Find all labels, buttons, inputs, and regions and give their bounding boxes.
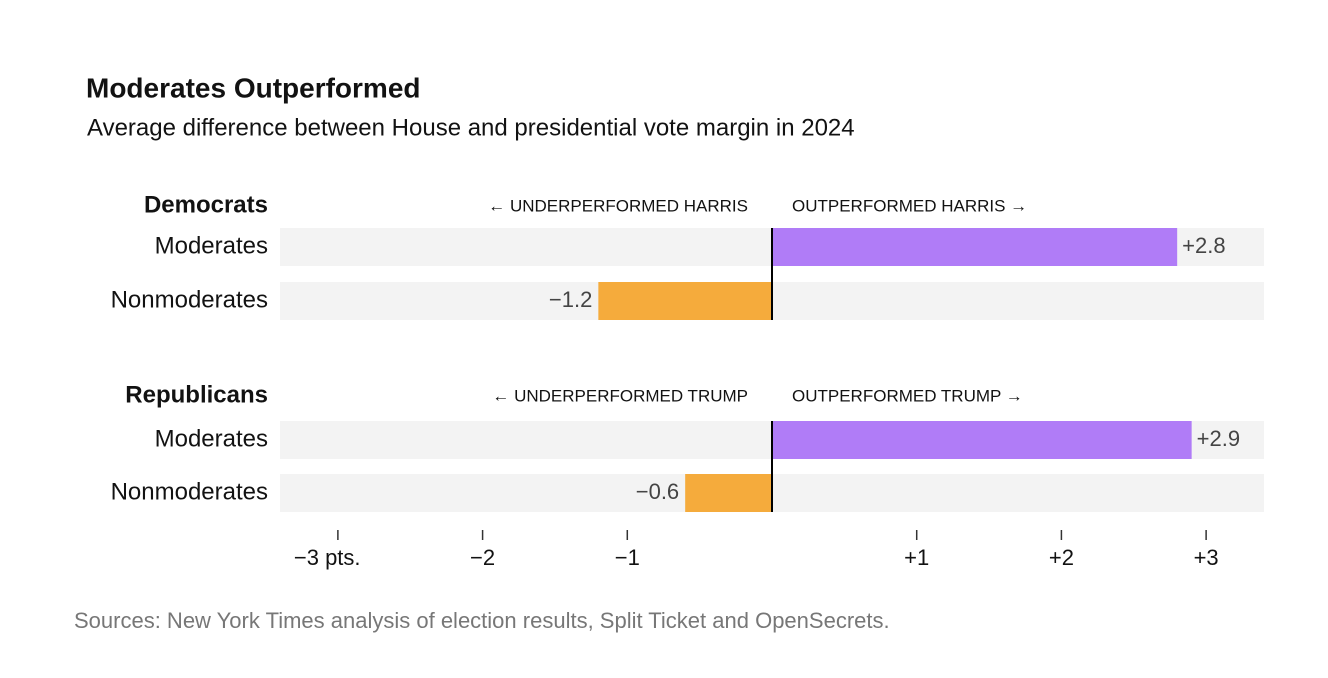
bar xyxy=(772,228,1178,266)
bar xyxy=(685,474,772,512)
group-label: Republicans xyxy=(125,381,268,408)
source-note: Sources: New York Times analysis of elec… xyxy=(74,608,890,633)
category-label: Moderates xyxy=(155,232,268,259)
annotation: OUTPERFORMED HARRIS → xyxy=(792,196,1027,215)
annotation: ← UNDERPERFORMED HARRIS xyxy=(488,196,748,215)
x-tick-label: −3 pts. xyxy=(294,545,361,570)
x-tick-label: +3 xyxy=(1194,545,1219,570)
bar xyxy=(598,282,772,320)
category-label: Nonmoderates xyxy=(111,286,268,313)
category-label: Moderates xyxy=(155,425,268,452)
group-label: Democrats xyxy=(144,191,268,218)
annotation: ← UNDERPERFORMED TRUMP xyxy=(492,386,748,405)
chart-title: Moderates Outperformed xyxy=(86,72,421,103)
chart-subtitle: Average difference between House and pre… xyxy=(87,114,855,141)
x-tick-label: +1 xyxy=(904,545,929,570)
value-label: +2.8 xyxy=(1182,233,1225,258)
annotation: OUTPERFORMED TRUMP → xyxy=(792,386,1023,405)
value-label: −1.2 xyxy=(549,287,592,312)
value-label: +2.9 xyxy=(1197,426,1240,451)
x-tick-label: −1 xyxy=(615,545,640,570)
category-label: Nonmoderates xyxy=(111,478,268,505)
x-tick-label: +2 xyxy=(1049,545,1074,570)
value-label: −0.6 xyxy=(636,479,679,504)
bar xyxy=(772,421,1192,459)
x-tick-label: −2 xyxy=(470,545,495,570)
